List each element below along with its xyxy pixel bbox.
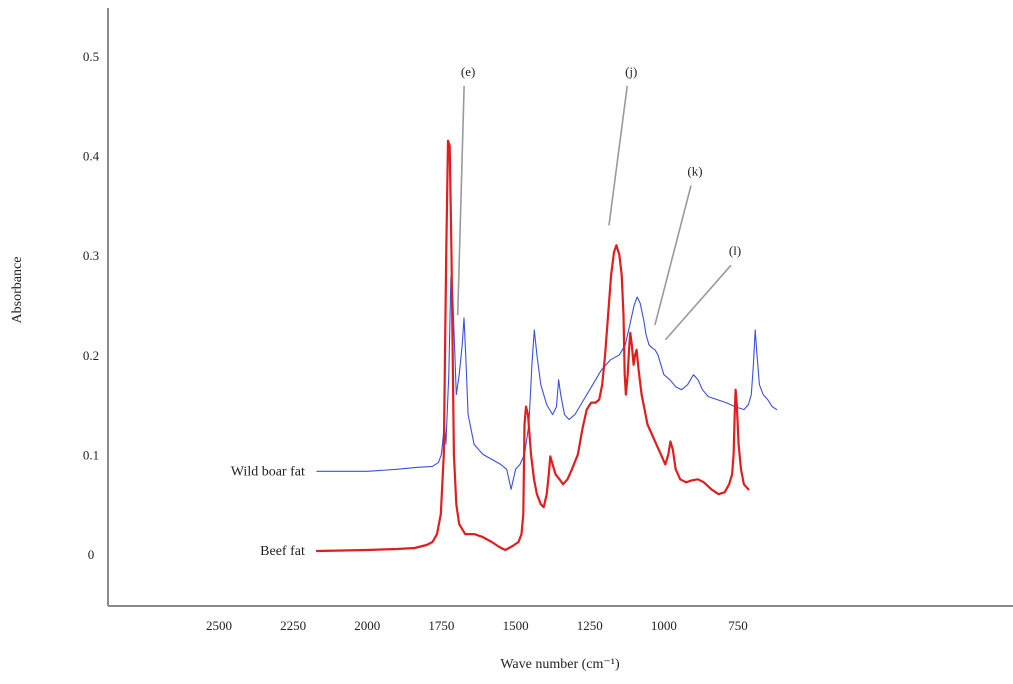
series-line-wild-boar-fat (316, 276, 778, 490)
annotation-label: (j) (625, 64, 637, 79)
x-tick-label: 2500 (206, 618, 232, 633)
annotation-leader-line (664, 264, 732, 341)
annotation-label: (l) (729, 243, 741, 258)
y-tick-label: 0.2 (83, 348, 99, 363)
y-axis-title: Absorbance (10, 257, 25, 324)
x-tick-label: 2250 (280, 618, 306, 633)
y-tick-label: 0.1 (83, 447, 99, 462)
series-label-beef-fat: Beef fat (260, 544, 305, 559)
x-tick-label: 1250 (577, 618, 603, 633)
peak-annotations: (e) (j) (k) (l) (456, 64, 741, 341)
x-tick-label: 750 (728, 618, 748, 633)
series-line-beef-fat (315, 139, 750, 553)
x-tick-label: 1500 (503, 618, 529, 633)
y-tick-label: 0.5 (83, 49, 99, 64)
annotation-leader-line (608, 85, 629, 226)
axes (107, 8, 1013, 607)
x-tick-label: 1750 (428, 618, 454, 633)
y-tick-label: 0 (88, 547, 95, 562)
annotation-label: (e) (461, 64, 475, 79)
tick-labels: 2500 2250 2000 1750 1500 1250 1000 750 0 0.1 0.2 0.… (83, 49, 748, 633)
annotation-leader-line (654, 185, 692, 326)
y-tick-label: 0.3 (83, 248, 99, 263)
y-tick-label: 0.4 (83, 149, 100, 164)
annotation-leader-line (456, 85, 465, 315)
x-tick-label: 2000 (354, 618, 380, 633)
x-tick-label: 1000 (651, 618, 677, 633)
series-lines (315, 139, 778, 553)
series-labels: Wild boar fat Beef fat (231, 464, 305, 559)
annotation-label: (k) (687, 164, 702, 179)
series-label-wild-boar-fat: Wild boar fat (231, 464, 305, 479)
x-axis-title: Wave number (cm⁻¹) (500, 657, 620, 672)
